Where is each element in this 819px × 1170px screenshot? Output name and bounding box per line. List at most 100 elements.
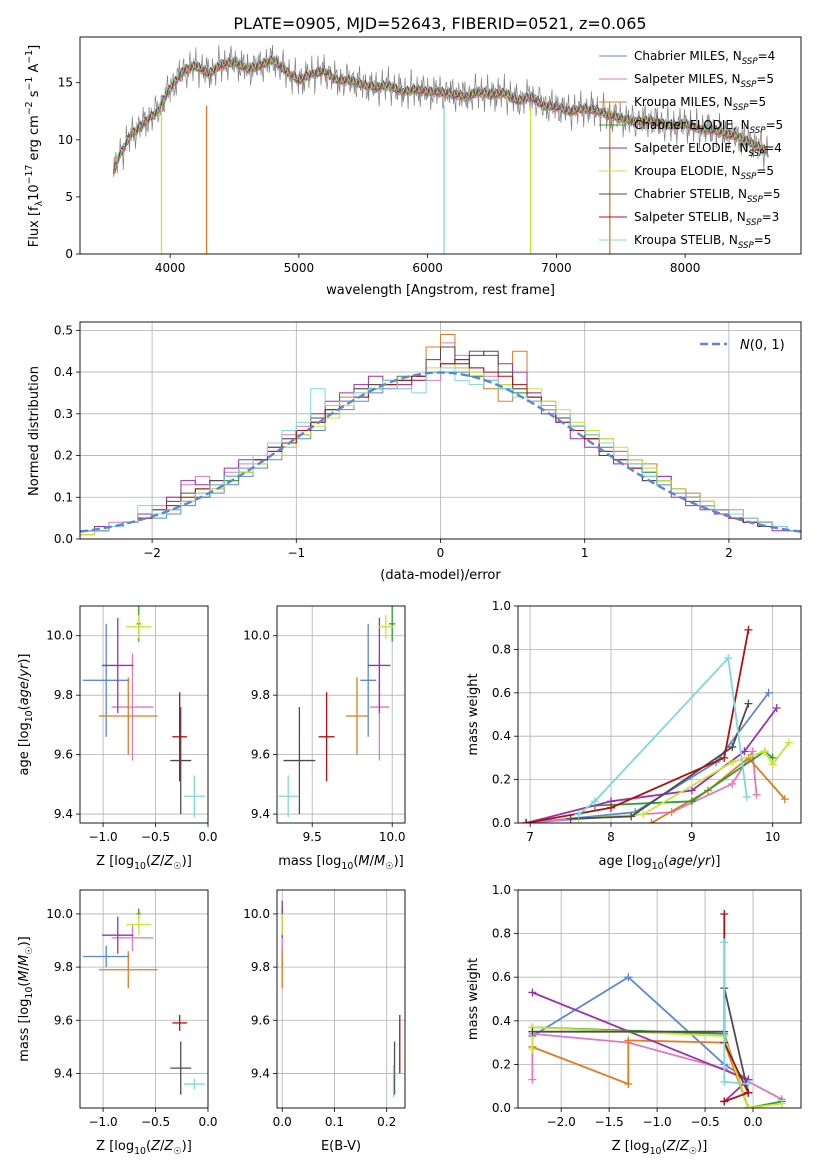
weight-marker bbox=[606, 803, 615, 812]
y-tick-label: 0.3 bbox=[54, 407, 73, 421]
weight-marker bbox=[528, 1075, 537, 1084]
weight-marker bbox=[764, 688, 773, 697]
plot-area bbox=[528, 909, 786, 1108]
axes-frame bbox=[517, 889, 802, 1109]
weight-marker bbox=[752, 790, 761, 799]
y-tick-label: 1.0 bbox=[492, 599, 511, 613]
panel-mass-age: 9.5 10.0 9.4 9.6 9.8 10.0 mass [log10(M/M☉)] bbox=[243, 605, 406, 872]
legend-label: N(0, 1) bbox=[740, 338, 785, 353]
y-tick-label: 0.2 bbox=[492, 1057, 511, 1071]
weight-marker bbox=[742, 792, 751, 801]
x-tick-label: 5000 bbox=[284, 261, 315, 275]
y-tick-label: 0.2 bbox=[54, 449, 73, 463]
y-tick-label: 0.5 bbox=[54, 323, 73, 337]
weight-marker bbox=[720, 1077, 729, 1086]
legend-label: Kroupa MILES, NSSP=5 bbox=[634, 95, 766, 113]
weight-marker bbox=[740, 747, 749, 756]
x-tick-label: −2 bbox=[143, 546, 161, 560]
x-axis-label: wavelength [Angstrom, rest frame] bbox=[326, 283, 555, 298]
panel-spectrum: 4000 5000 6000 7000 8000 0 5 10 15 wavelength [An… bbox=[24, 36, 802, 298]
weight-marker bbox=[728, 743, 737, 752]
errorbar-kroupa-elodie bbox=[377, 614, 394, 639]
y-tick-label: 9.8 bbox=[251, 688, 270, 702]
axes-frame bbox=[79, 36, 802, 255]
x-tick-label: 0.2 bbox=[377, 1115, 396, 1129]
x-tick-label: 0.0 bbox=[273, 1115, 292, 1129]
errorbar-chabrier-stelib bbox=[283, 707, 316, 815]
gaussian-reference bbox=[80, 371, 801, 533]
legend-label: Chabrier ELODIE, NSSP=5 bbox=[634, 118, 783, 136]
x-axis-label: mass [log10(M/M☉)] bbox=[278, 854, 404, 872]
y-tick-label: 9.4 bbox=[251, 1066, 270, 1080]
weight-marker bbox=[624, 973, 633, 982]
weight-marker bbox=[590, 797, 599, 806]
weight-line bbox=[532, 991, 750, 1103]
weight-line bbox=[526, 748, 758, 823]
y-axis-label: age [log10(age/yr)] bbox=[17, 653, 35, 775]
weight-series-kroupa-miles bbox=[528, 1036, 753, 1108]
x-tick-label: 7 bbox=[526, 830, 534, 844]
y-tick-label: 9.6 bbox=[54, 748, 73, 762]
weight-marker bbox=[748, 747, 757, 756]
axes-frame bbox=[276, 605, 406, 824]
axes-frame bbox=[517, 605, 802, 824]
x-tick-label: 0.1 bbox=[325, 1115, 344, 1129]
histogram-kroupa-stelib bbox=[80, 367, 801, 539]
legend-label: Kroupa ELODIE, NSSP=5 bbox=[634, 164, 774, 182]
axes-frame bbox=[79, 605, 209, 824]
weight-marker bbox=[728, 758, 737, 767]
y-tick-label: 9.8 bbox=[54, 960, 73, 974]
y-tick-label: 9.8 bbox=[251, 960, 270, 974]
plot-area bbox=[80, 334, 801, 539]
axes-frame bbox=[79, 321, 802, 540]
x-tick-label: 9.5 bbox=[303, 830, 322, 844]
errorbar-salpeter-miles bbox=[111, 653, 154, 761]
y-tick-label: 10.0 bbox=[46, 629, 73, 643]
errorbar-chabrier-elodie bbox=[389, 606, 396, 642]
y-tick-label: 0.0 bbox=[492, 816, 511, 830]
plot-area bbox=[83, 606, 205, 818]
weight-line bbox=[723, 942, 749, 1085]
y-tick-label: 9.4 bbox=[251, 807, 270, 821]
x-tick-label: 0.0 bbox=[743, 1115, 762, 1129]
y-tick-label: 9.6 bbox=[251, 1013, 270, 1027]
weight-marker bbox=[528, 1027, 537, 1036]
weight-marker bbox=[724, 654, 733, 663]
errorbar-salpeter-elodie bbox=[102, 617, 134, 714]
y-tick-label: 0.1 bbox=[54, 490, 73, 504]
weight-marker bbox=[720, 909, 729, 918]
x-tick-label: 6000 bbox=[412, 261, 443, 275]
y-tick-label: 0.8 bbox=[492, 642, 511, 656]
plot-area bbox=[113, 44, 769, 254]
model-spectrum bbox=[113, 54, 769, 169]
plot-area bbox=[83, 908, 205, 1095]
x-tick-label: −1.0 bbox=[89, 830, 118, 844]
x-tick-label: 2 bbox=[725, 546, 733, 560]
y-tick-label: 0.0 bbox=[492, 1101, 511, 1115]
errorbar-kroupa-miles bbox=[345, 677, 369, 755]
x-tick-label: −0.5 bbox=[141, 1115, 170, 1129]
errorbar-kroupa-stelib bbox=[183, 775, 205, 818]
errorbar-kroupa-elodie bbox=[126, 913, 152, 936]
y-tick-label: 0.6 bbox=[492, 970, 511, 984]
panel-age-weight: 7 8 9 10 0.0 0.2 0.4 0.6 0.8 1.0 age [log10(age/yr… bbox=[466, 599, 802, 872]
y-tick-label: 9.8 bbox=[54, 688, 73, 702]
x-axis-label: Z [log10(Z/Z☉)] bbox=[96, 1139, 192, 1157]
weight-line bbox=[650, 756, 786, 823]
x-tick-label: 0 bbox=[437, 546, 445, 560]
weight-marker bbox=[744, 1104, 753, 1108]
x-tick-label: −1.5 bbox=[595, 1115, 624, 1129]
plot-area bbox=[281, 900, 401, 1098]
y-tick-label: 1.0 bbox=[492, 883, 511, 897]
legend-label: Chabrier STELIB, NSSP=5 bbox=[634, 187, 781, 205]
weight-marker bbox=[784, 738, 793, 747]
x-tick-label: 1 bbox=[581, 546, 589, 560]
errorbar-chabrier-miles bbox=[83, 623, 130, 737]
legend-label: Salpeter MILES, NSSP=5 bbox=[634, 72, 774, 90]
x-tick-label: −1.0 bbox=[89, 1115, 118, 1129]
weight-marker bbox=[720, 938, 729, 947]
x-tick-label: 4000 bbox=[155, 261, 186, 275]
legend-label: Kroupa STELIB, NSSP=5 bbox=[634, 233, 771, 251]
